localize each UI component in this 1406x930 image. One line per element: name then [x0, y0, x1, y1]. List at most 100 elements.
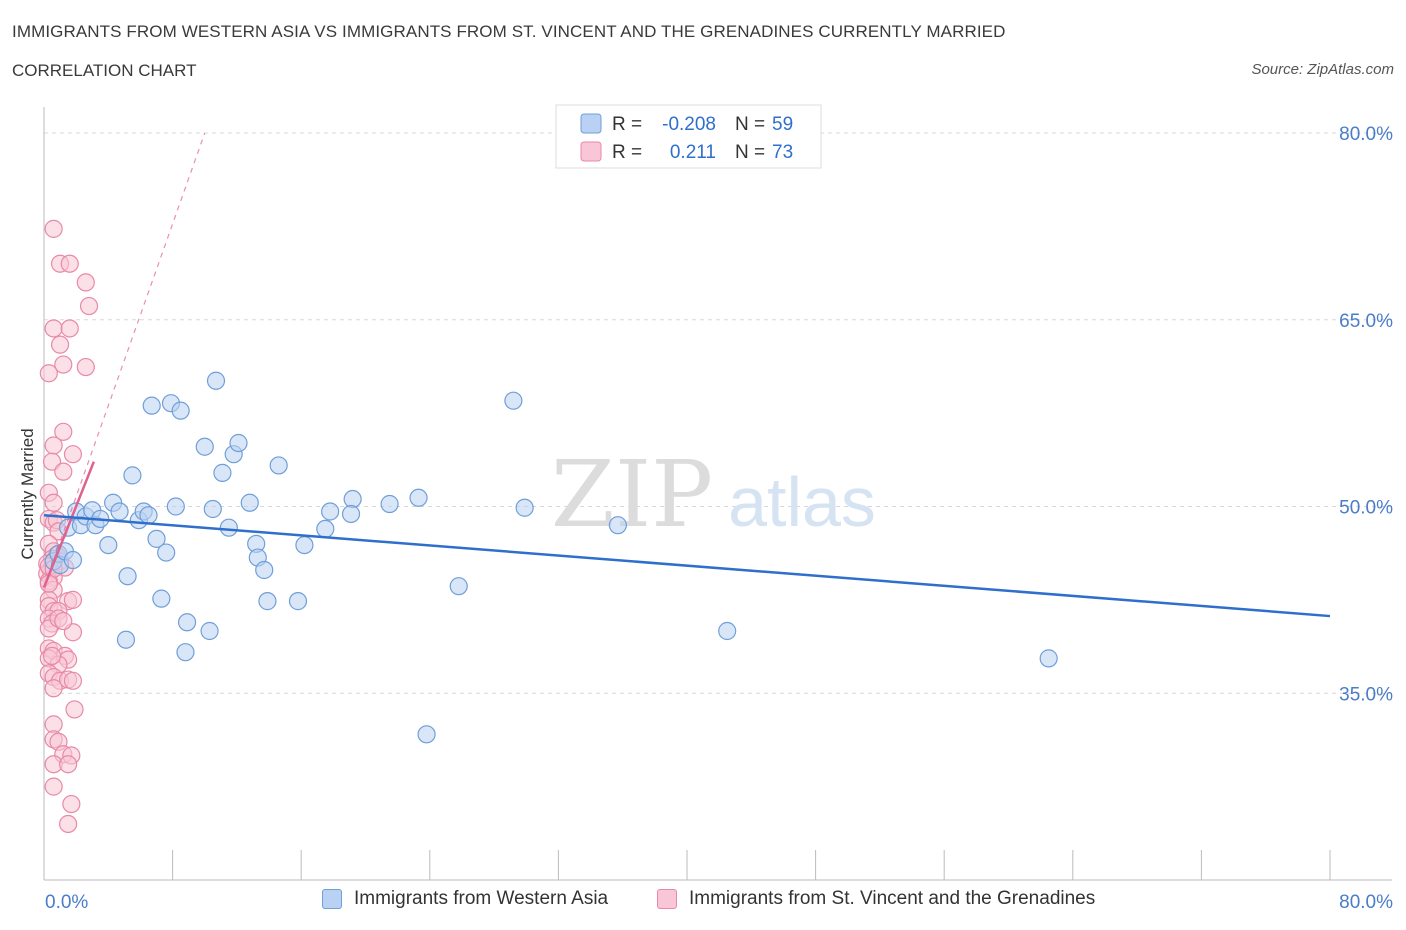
- blue-point: [718, 621, 737, 641]
- legend-r-label-pink: R =: [612, 142, 642, 163]
- blue-point: [341, 504, 361, 524]
- pink-trend-line: [42, 461, 95, 588]
- axes: [43, 107, 1392, 881]
- pink-point: [76, 273, 95, 292]
- pink-point: [44, 493, 63, 512]
- pink-point: [54, 422, 73, 441]
- watermark-atlas: atlas: [728, 463, 876, 541]
- blue-point: [449, 577, 468, 596]
- legend-n-label-blue: N =: [735, 114, 765, 135]
- legend-swatch-pink: [580, 141, 602, 162]
- blue-point: [166, 497, 185, 516]
- blue-point: [177, 613, 197, 632]
- legend-item-st-vincent: Immigrants from St. Vincent and the Gren…: [657, 888, 1095, 910]
- pink-point: [44, 679, 63, 698]
- blue-point: [316, 519, 335, 539]
- pink-point: [54, 611, 73, 631]
- pink-point: [42, 646, 62, 666]
- blue-point: [258, 592, 277, 611]
- pink-point: [44, 777, 63, 796]
- y-tick-label: 80.0%: [1339, 124, 1393, 145]
- blue-point: [142, 396, 161, 415]
- x-tick-label: 80.0%: [1339, 892, 1393, 913]
- blue-point: [515, 498, 534, 517]
- y-axis-label: Currently Married: [18, 428, 37, 559]
- blue-point: [171, 401, 190, 420]
- blue-point: [99, 535, 118, 555]
- pink-point: [59, 814, 78, 834]
- legend-swatch-blue: [580, 113, 602, 134]
- pink-point: [60, 319, 79, 338]
- watermark: ZIP atlas: [551, 441, 876, 548]
- blue-point: [195, 437, 214, 456]
- blue-point: [176, 643, 195, 662]
- pink-point: [44, 436, 63, 455]
- blue-point: [229, 433, 248, 453]
- pink-point: [44, 319, 63, 338]
- pink-point: [44, 219, 63, 238]
- blue-point: [200, 621, 219, 641]
- legend-swatch-pink: [657, 889, 677, 909]
- pink-point: [65, 700, 84, 719]
- x-tick-label: 0.0%: [45, 892, 88, 913]
- pink-point: [59, 755, 78, 774]
- chart-subtitle: CORRELATION CHART: [12, 61, 197, 80]
- blue-point: [63, 550, 83, 570]
- blue-point: [157, 543, 176, 562]
- legend-r-label-blue: R =: [612, 114, 642, 135]
- legend-n-label-pink: N =: [735, 142, 765, 163]
- blue-point: [504, 391, 523, 410]
- blue-point: [295, 535, 314, 555]
- trend-lines: [42, 132, 1331, 618]
- pink-trend-extension: [43, 132, 206, 588]
- blue-point: [123, 466, 142, 485]
- legend-item-western-asia: Immigrants from Western Asia: [322, 888, 608, 910]
- legend-n-value-pink: 73: [772, 142, 793, 163]
- pink-point: [76, 357, 95, 377]
- pink-point: [79, 296, 99, 316]
- blue-point: [1039, 649, 1058, 668]
- pink-point: [54, 355, 73, 374]
- source-label: Source: ZipAtlas.com: [1251, 61, 1394, 78]
- pink-point: [63, 671, 83, 690]
- blue-series-points: [44, 371, 1058, 744]
- blue-point: [255, 560, 274, 580]
- legend-r-value-blue: -0.208: [662, 114, 716, 135]
- y-tick-label: 65.0%: [1339, 311, 1393, 332]
- blue-point: [380, 494, 399, 514]
- legend-bottom: Immigrants from Western Asia Immigrants …: [0, 888, 1406, 918]
- blue-point: [139, 506, 158, 525]
- blue-point: [321, 502, 340, 521]
- chart-title: IMMIGRANTS FROM WESTERN ASIA VS IMMIGRAN…: [12, 22, 1006, 41]
- blue-trend-line: [43, 513, 1331, 618]
- y-tick-labels: 35.0% 50.0% 65.0% 80.0%: [1339, 124, 1393, 705]
- pink-point: [60, 254, 79, 273]
- legend-top: R = -0.208 N = 59 R = 0.211 N = 73: [555, 104, 822, 169]
- pink-point: [63, 445, 83, 464]
- blue-point: [417, 725, 436, 744]
- blue-point: [206, 371, 226, 390]
- blue-point: [269, 456, 288, 475]
- blue-point: [343, 489, 362, 509]
- legend-n-value-blue: 59: [772, 114, 793, 135]
- blue-point: [213, 463, 232, 482]
- pink-point: [63, 590, 83, 609]
- pink-point: [54, 462, 73, 481]
- blue-point: [288, 592, 308, 611]
- pink-point: [62, 794, 81, 814]
- watermark-zip: ZIP: [551, 441, 713, 548]
- blue-point: [608, 516, 627, 535]
- legend-r-value-pink: 0.211: [670, 142, 716, 163]
- pink-point: [39, 364, 58, 383]
- x-tick-labels: 0.0% 80.0%: [45, 892, 1393, 913]
- legend-label-western-asia: Immigrants from Western Asia: [354, 888, 609, 909]
- grid-lines: [44, 132, 1392, 694]
- blue-point: [203, 499, 222, 519]
- blue-point: [152, 589, 171, 608]
- blue-point: [219, 518, 238, 537]
- legend-label-st-vincent: Immigrants from St. Vincent and the Gren…: [689, 888, 1096, 909]
- blue-point: [118, 567, 137, 586]
- legend-swatch-blue: [322, 889, 342, 909]
- blue-point: [409, 488, 428, 507]
